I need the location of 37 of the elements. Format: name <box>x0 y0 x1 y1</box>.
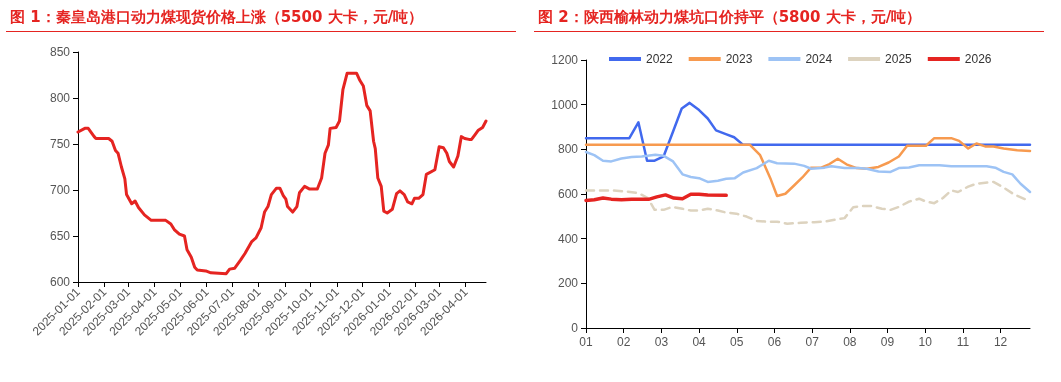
y-tick-label: 600 <box>49 275 71 289</box>
legend-label: 2022 <box>646 52 674 66</box>
y-tick-label: 750 <box>49 137 71 151</box>
x-tick-label: 09 <box>880 335 895 349</box>
y-tick-label: 700 <box>49 183 71 197</box>
x-tick-label: 04 <box>692 335 707 349</box>
x-tick-label: 11 <box>956 335 970 349</box>
legend-label: 2026 <box>964 52 992 66</box>
y-tick-label: 800 <box>49 91 71 105</box>
x-tick-label: 02 <box>617 335 631 349</box>
chart-title: 图 1：秦皇岛港口动力煤现货价格上涨（5500 大卡，元/吨） <box>6 0 516 32</box>
y-tick-label: 650 <box>49 229 71 243</box>
y-tick-label: 600 <box>557 187 579 201</box>
y-tick-label: 850 <box>49 45 71 59</box>
x-tick-label: 07 <box>805 335 820 349</box>
x-tick-label: 12 <box>993 335 1008 349</box>
y-tick-label: 1000 <box>551 97 579 112</box>
legend-label: 2024 <box>805 52 833 66</box>
legend-label: 2025 <box>885 52 913 66</box>
x-tick-label: 05 <box>730 335 744 349</box>
line-series <box>76 71 488 276</box>
x-tick-label: 08 <box>843 335 857 349</box>
y-tick-label: 200 <box>557 276 579 291</box>
line-series <box>584 150 1032 194</box>
x-tick-label: 06 <box>767 335 782 349</box>
legend-label: 2023 <box>725 52 753 66</box>
y-tick-label: 0 <box>571 321 579 335</box>
y-tick-label: 400 <box>557 231 579 246</box>
x-tick-label: 03 <box>654 335 669 349</box>
line-series <box>584 136 1032 198</box>
y-tick-label: 1200 <box>551 53 579 67</box>
x-tick-label: 10 <box>918 335 933 349</box>
y-tick-label: 800 <box>557 142 579 157</box>
chart-title: 图 2：陕西榆林动力煤坑口价持平（5800 大卡，元/吨） <box>534 0 1044 32</box>
x-tick-label: 01 <box>579 335 593 349</box>
line-series <box>584 101 1032 162</box>
line-series <box>584 192 728 203</box>
